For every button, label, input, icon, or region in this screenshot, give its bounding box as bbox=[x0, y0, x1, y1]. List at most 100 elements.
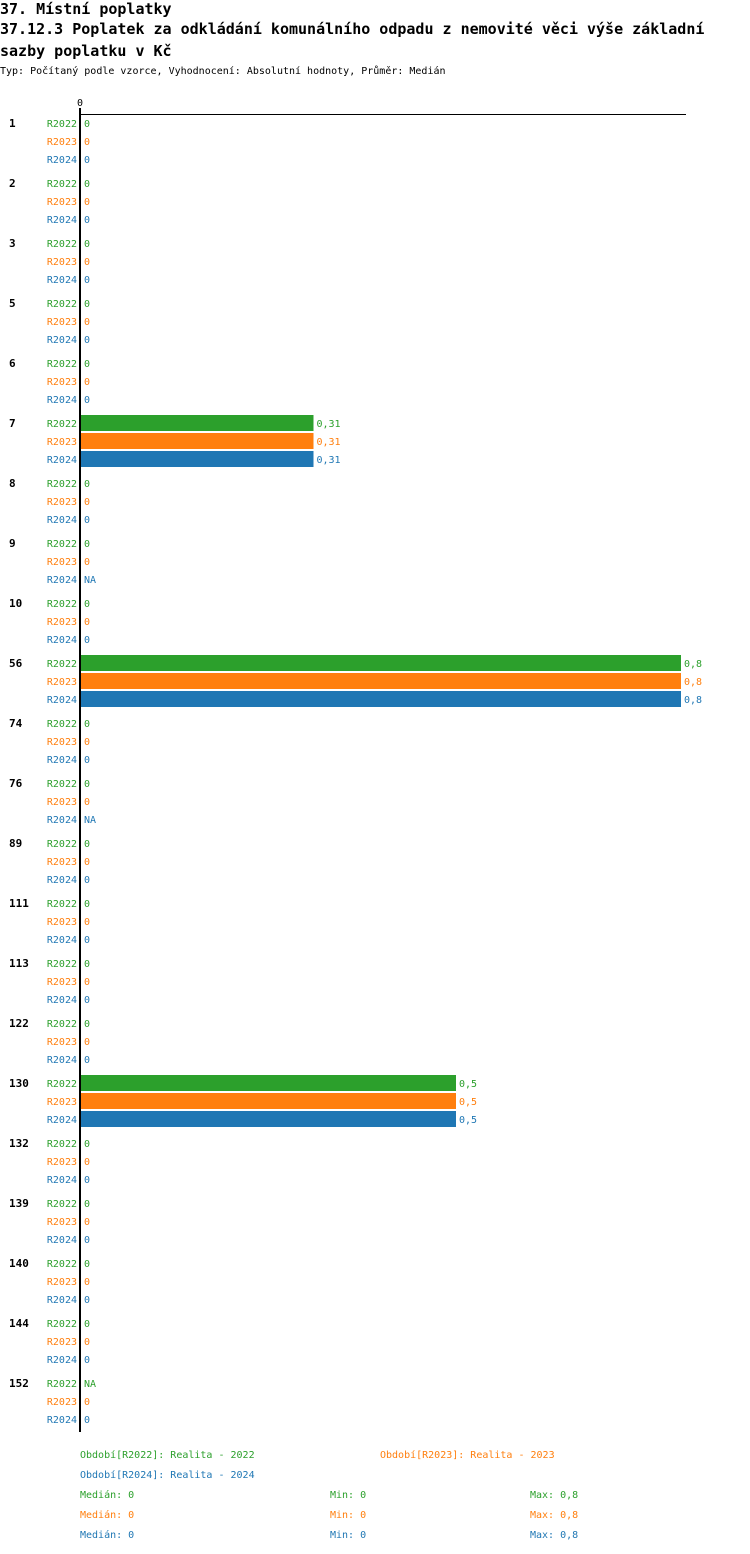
series-label: R2024 bbox=[47, 635, 77, 646]
value-label: 0 bbox=[84, 1259, 90, 1270]
series-label: R2023 bbox=[47, 1277, 77, 1288]
bar bbox=[81, 1111, 456, 1127]
series-label: R2024 bbox=[47, 995, 77, 1006]
series-label: R2022 bbox=[47, 839, 77, 850]
value-label: 0 bbox=[84, 155, 90, 166]
series-label: R2022 bbox=[47, 479, 77, 490]
value-label: 0 bbox=[84, 1355, 90, 1366]
value-label: 0 bbox=[84, 1295, 90, 1306]
chart-title-line-2: sazby poplatku v Kč bbox=[0, 42, 172, 60]
value-label: 0 bbox=[84, 839, 90, 850]
series-label: R2022 bbox=[47, 1319, 77, 1330]
value-label: 0 bbox=[84, 1037, 90, 1048]
value-label: 0,31 bbox=[317, 437, 341, 448]
category-label: 132 bbox=[9, 1137, 29, 1150]
series-label: R2023 bbox=[47, 857, 77, 868]
value-label: 0 bbox=[84, 395, 90, 406]
value-label: NA bbox=[84, 1379, 96, 1390]
series-label: R2024 bbox=[47, 1235, 77, 1246]
series-label: R2022 bbox=[47, 899, 77, 910]
value-label: 0 bbox=[84, 899, 90, 910]
value-label: 0 bbox=[84, 239, 90, 250]
value-label: 0 bbox=[84, 1157, 90, 1168]
value-label: 0,31 bbox=[317, 455, 341, 466]
category-label: 89 bbox=[9, 837, 22, 850]
value-label: 0 bbox=[84, 299, 90, 310]
series-label: R2023 bbox=[47, 557, 77, 568]
bar-chart: 0 1 R2022 0 R2023 0 R2024 0 2 R2022 0 R2023 0 R2024 0 3… bbox=[9, 98, 702, 1432]
legend-item-r2024: Období[R2024]: Realita - 2024 bbox=[80, 1470, 255, 1481]
series-label: R2024 bbox=[47, 335, 77, 346]
value-label: 0 bbox=[84, 179, 90, 190]
stat-min-r2023: Min: 0 bbox=[330, 1510, 367, 1521]
value-label: 0 bbox=[84, 257, 90, 268]
value-label: 0 bbox=[84, 539, 90, 550]
series-label: R2024 bbox=[47, 695, 77, 706]
category-label: 139 bbox=[9, 1197, 29, 1210]
value-label: NA bbox=[84, 575, 96, 586]
x-tick-label: 0 bbox=[77, 98, 83, 109]
value-label: 0,5 bbox=[459, 1115, 477, 1126]
series-label: R2023 bbox=[47, 257, 77, 268]
value-label: 0 bbox=[84, 617, 90, 628]
series-label: R2024 bbox=[47, 155, 77, 166]
series-label: R2022 bbox=[47, 1139, 77, 1150]
bar bbox=[81, 433, 314, 449]
value-label: 0 bbox=[84, 599, 90, 610]
series-label: R2024 bbox=[47, 1115, 77, 1126]
value-label: 0 bbox=[84, 875, 90, 886]
stat-min-r2022: Min: 0 bbox=[330, 1490, 367, 1501]
series-label: R2023 bbox=[47, 677, 77, 688]
value-label: 0 bbox=[84, 335, 90, 346]
value-label: 0 bbox=[84, 1235, 90, 1246]
stat-max-r2022: Max: 0,8 bbox=[530, 1490, 579, 1501]
value-label: 0 bbox=[84, 197, 90, 208]
series-label: R2022 bbox=[47, 959, 77, 970]
stat-median-r2023: Medián: 0 bbox=[80, 1510, 135, 1521]
series-label: R2023 bbox=[47, 617, 77, 628]
category-label: 2 bbox=[9, 177, 16, 190]
value-label: 0 bbox=[84, 1415, 90, 1426]
legend-item-r2022: Období[R2022]: Realita - 2022 bbox=[80, 1450, 255, 1461]
value-label: 0,8 bbox=[684, 677, 702, 688]
value-label: 0 bbox=[84, 479, 90, 490]
series-label: R2023 bbox=[47, 1097, 77, 1108]
series-label: R2022 bbox=[47, 239, 77, 250]
value-label: 0 bbox=[84, 377, 90, 388]
series-label: R2022 bbox=[47, 599, 77, 610]
category-label: 144 bbox=[9, 1317, 29, 1330]
value-label: 0 bbox=[84, 1199, 90, 1210]
value-label: 0,31 bbox=[317, 419, 341, 430]
category-label: 9 bbox=[9, 537, 16, 550]
value-label: 0 bbox=[84, 797, 90, 808]
value-label: 0 bbox=[84, 995, 90, 1006]
value-label: 0,5 bbox=[459, 1079, 477, 1090]
category-label: 74 bbox=[9, 717, 23, 730]
value-label: 0 bbox=[84, 755, 90, 766]
category-label: 5 bbox=[9, 297, 16, 310]
series-label: R2022 bbox=[47, 419, 77, 430]
value-label: 0,8 bbox=[684, 659, 702, 670]
series-label: R2023 bbox=[47, 197, 77, 208]
value-label: 0 bbox=[84, 359, 90, 370]
value-label: 0 bbox=[84, 215, 90, 226]
series-label: R2023 bbox=[47, 1397, 77, 1408]
stat-max-r2023: Max: 0,8 bbox=[530, 1510, 579, 1521]
category-label: 113 bbox=[9, 957, 29, 970]
value-label: 0 bbox=[84, 737, 90, 748]
series-label: R2022 bbox=[47, 119, 77, 130]
value-label: 0 bbox=[84, 1055, 90, 1066]
series-label: R2024 bbox=[47, 815, 77, 826]
value-label: 0 bbox=[84, 1319, 90, 1330]
legend-item-r2023: Období[R2023]: Realita - 2023 bbox=[380, 1450, 555, 1461]
bar bbox=[81, 673, 681, 689]
category-label: 56 bbox=[9, 657, 23, 670]
series-label: R2024 bbox=[47, 455, 77, 466]
value-label: 0 bbox=[84, 1019, 90, 1030]
series-label: R2023 bbox=[47, 1037, 77, 1048]
series-label: R2022 bbox=[47, 299, 77, 310]
value-label: 0 bbox=[84, 515, 90, 526]
value-label: 0 bbox=[84, 959, 90, 970]
series-label: R2024 bbox=[47, 755, 77, 766]
category-label: 76 bbox=[9, 777, 23, 790]
